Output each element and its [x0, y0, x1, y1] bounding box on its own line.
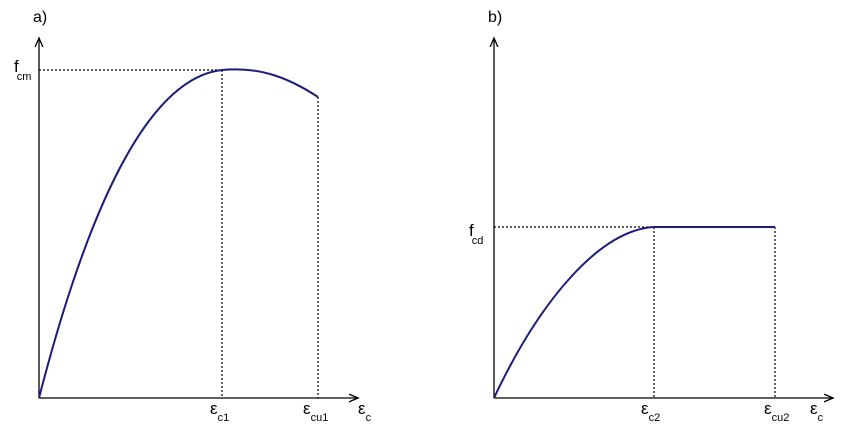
guide-lines: [494, 226, 776, 398]
x-label: εcu2: [764, 399, 789, 424]
y-label-main: f: [14, 57, 19, 76]
stress-strain-curve: [38, 68, 319, 399]
x-label-sub: cu2: [772, 412, 790, 424]
y-label: f cd: [469, 221, 483, 247]
x-label-sub: cu1: [311, 412, 329, 424]
axis-label-main: ε: [810, 399, 818, 418]
x-label-main: ε: [303, 399, 311, 418]
y-label-sub: cm: [17, 71, 32, 83]
x-label: εcu1: [303, 399, 328, 424]
x-label: εc1: [210, 399, 229, 424]
panel-a: a) f cm εc1 εcu1 εc: [14, 9, 372, 424]
axis-label-sub: c: [366, 412, 372, 424]
y-label-main: f: [469, 221, 474, 240]
x-label-main: ε: [210, 399, 218, 418]
axis-label: εc: [810, 399, 824, 424]
guide-lines: [39, 69, 319, 398]
panel-label: a): [33, 9, 47, 26]
stress-strain-curve: [493, 226, 775, 399]
x-label: εc2: [641, 399, 660, 424]
axis-label-sub: c: [818, 412, 824, 424]
axis-label: εc: [358, 399, 372, 424]
panel-label: b): [488, 9, 502, 26]
y-label-sub: cd: [472, 235, 484, 247]
x-label-main: ε: [641, 399, 649, 418]
x-label-sub: c1: [218, 412, 230, 424]
axis-label-main: ε: [358, 399, 366, 418]
x-label-sub: c2: [649, 412, 661, 424]
y-label: f cm: [14, 57, 31, 83]
x-label-main: ε: [764, 399, 772, 418]
panel-b: b) f cd εc2 εcu2 εc: [469, 9, 833, 424]
